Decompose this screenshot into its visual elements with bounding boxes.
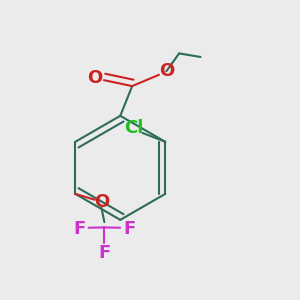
Text: F: F [124,220,136,238]
Text: O: O [94,193,109,211]
Text: O: O [160,62,175,80]
Text: F: F [73,220,85,238]
Text: Cl: Cl [124,118,143,136]
Text: O: O [87,69,103,87]
Text: F: F [98,244,110,262]
